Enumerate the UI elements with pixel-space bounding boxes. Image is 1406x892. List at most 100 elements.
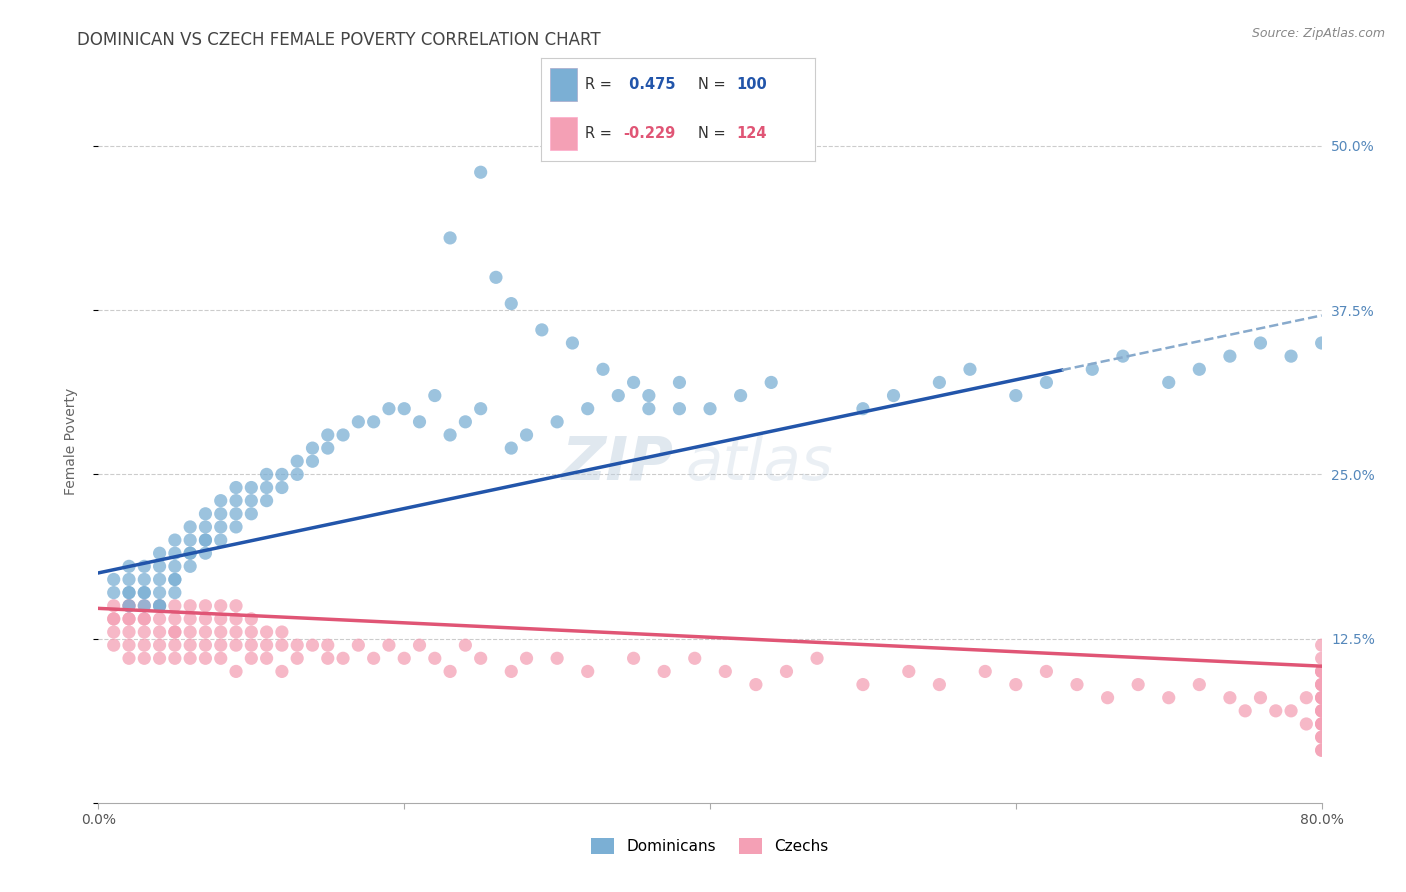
Point (470, 401, 492, 416)
Point (759, 376, 782, 390)
Text: R =: R = (585, 77, 612, 92)
Point (607, 388, 630, 402)
Point (637, 401, 661, 416)
Point (285, 638, 308, 652)
Point (1310, 717, 1333, 731)
Point (470, 165, 492, 179)
Point (668, 376, 690, 390)
Point (118, 585, 141, 599)
Point (1295, 690, 1317, 705)
Y-axis label: Female Poverty: Female Poverty (63, 388, 77, 495)
Point (1157, 690, 1180, 705)
Point (439, 231, 461, 245)
Point (225, 507, 247, 521)
Point (256, 625, 278, 640)
Point (974, 665, 997, 679)
Point (194, 638, 217, 652)
Point (240, 651, 263, 665)
Point (623, 376, 645, 390)
Point (225, 481, 247, 495)
Point (301, 638, 323, 652)
Point (852, 401, 875, 416)
Point (179, 520, 201, 534)
Point (194, 625, 217, 640)
Point (118, 599, 141, 613)
Point (683, 651, 706, 665)
Point (270, 467, 292, 482)
Point (134, 573, 156, 587)
Point (1295, 717, 1317, 731)
Point (179, 546, 201, 560)
Point (1310, 665, 1333, 679)
Point (103, 612, 125, 626)
Point (118, 573, 141, 587)
Point (1279, 349, 1302, 363)
Point (134, 612, 156, 626)
Point (1310, 704, 1333, 718)
Point (103, 612, 125, 626)
Point (928, 677, 950, 691)
Point (256, 651, 278, 665)
Point (1310, 717, 1333, 731)
Point (240, 493, 263, 508)
Point (363, 415, 385, 429)
Point (530, 323, 553, 337)
Text: -0.229: -0.229 (624, 127, 676, 142)
Point (270, 665, 292, 679)
Point (118, 612, 141, 626)
Point (270, 481, 292, 495)
Point (134, 599, 156, 613)
Point (316, 441, 339, 455)
Point (179, 612, 201, 626)
Text: ZIP: ZIP (561, 434, 673, 492)
Point (501, 296, 523, 310)
Point (149, 559, 172, 574)
Point (1310, 690, 1333, 705)
Point (149, 599, 172, 613)
Point (1310, 638, 1333, 652)
Point (1310, 730, 1333, 744)
Point (928, 376, 950, 390)
Point (149, 599, 172, 613)
Point (301, 441, 323, 455)
Point (316, 638, 339, 652)
Point (209, 612, 232, 626)
Point (194, 507, 217, 521)
Point (1004, 677, 1026, 691)
Point (378, 638, 401, 652)
Point (149, 651, 172, 665)
Point (454, 415, 477, 429)
Point (1310, 677, 1333, 691)
Point (209, 625, 232, 640)
Point (179, 533, 201, 547)
Point (209, 638, 232, 652)
Point (118, 625, 141, 640)
Point (134, 585, 156, 599)
Point (576, 401, 599, 416)
Point (316, 651, 339, 665)
Point (134, 559, 156, 574)
Point (240, 625, 263, 640)
Point (1081, 362, 1104, 376)
Point (163, 533, 186, 547)
Point (256, 493, 278, 508)
Point (637, 388, 661, 402)
Point (240, 481, 263, 495)
Point (149, 585, 172, 599)
Point (163, 546, 186, 560)
Point (1310, 651, 1333, 665)
Point (316, 428, 339, 442)
Point (576, 665, 599, 679)
Point (209, 493, 232, 508)
Point (1310, 743, 1333, 757)
Point (194, 533, 217, 547)
Point (179, 625, 201, 640)
Point (209, 599, 232, 613)
Point (408, 638, 430, 652)
Point (209, 520, 232, 534)
Point (194, 546, 217, 560)
Point (209, 507, 232, 521)
Point (103, 573, 125, 587)
Point (1310, 704, 1333, 718)
Point (179, 638, 201, 652)
